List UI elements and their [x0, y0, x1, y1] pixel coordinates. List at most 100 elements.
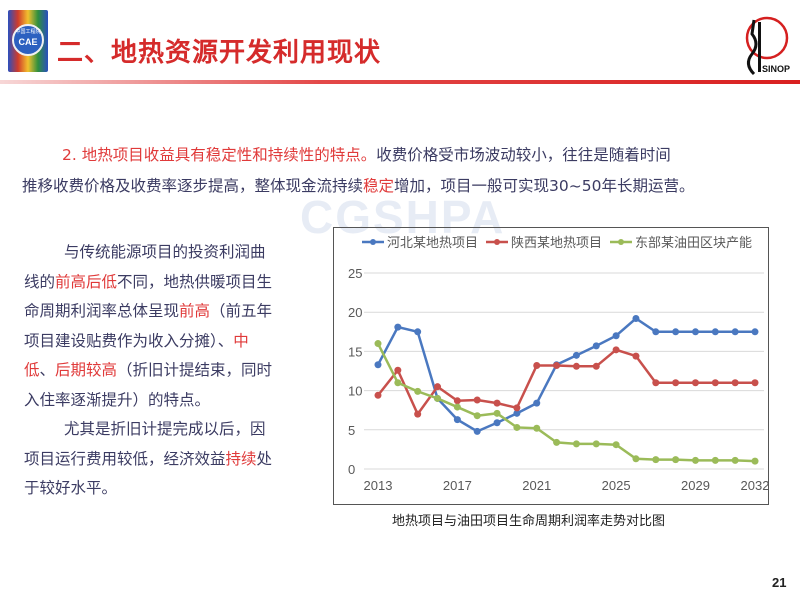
- legend-label: 东部某油田区块产能: [635, 235, 752, 250]
- data-point: [553, 438, 561, 446]
- data-point: [453, 403, 461, 411]
- data-point: [652, 328, 660, 336]
- y-tick-label: 10: [348, 384, 362, 399]
- data-point: [414, 328, 422, 336]
- legend-marker: [494, 239, 500, 245]
- x-tick-label: 2021: [522, 478, 551, 493]
- data-point: [414, 387, 422, 395]
- data-point: [533, 424, 541, 432]
- data-point: [513, 409, 521, 417]
- legend-marker: [618, 239, 624, 245]
- data-point: [394, 366, 402, 374]
- data-point: [592, 362, 600, 370]
- x-tick-label: 2025: [602, 478, 631, 493]
- data-point: [513, 423, 521, 431]
- page-title: 二、地热资源开发利用现状: [57, 38, 382, 68]
- data-point: [672, 456, 680, 464]
- data-point: [473, 427, 481, 435]
- data-point: [632, 455, 640, 463]
- data-point: [672, 379, 680, 387]
- data-point: [612, 441, 620, 449]
- data-point: [592, 440, 600, 448]
- data-point: [652, 379, 660, 387]
- data-point: [453, 416, 461, 424]
- sinopec-logo: SINOPEC: [745, 16, 790, 76]
- data-point: [632, 314, 640, 322]
- intro-text: 推移收费价格及收费率逐步提高，整体现金流持续: [22, 177, 364, 195]
- legend-label: 河北某地热项目: [387, 235, 478, 250]
- cae-logo-cn: 中国工程院: [15, 29, 41, 35]
- data-point: [473, 412, 481, 420]
- data-point: [592, 342, 600, 350]
- data-point: [572, 351, 580, 359]
- x-tick-label: 2013: [364, 478, 393, 493]
- legend-marker: [370, 239, 376, 245]
- text-line: 项目建设贴费作为收入分摊）、中: [24, 331, 249, 350]
- y-tick-label: 25: [348, 266, 362, 281]
- x-tick-label: 2029: [681, 478, 710, 493]
- data-point: [751, 328, 759, 336]
- series-line: [376, 316, 755, 433]
- text-line: 项目运行费用较低，经济效益持续处: [24, 449, 273, 468]
- sinopec-logo-text: SINOPEC: [762, 64, 790, 74]
- data-point: [374, 340, 382, 348]
- chart-caption: 地热项目与油田项目生命周期利润率走势对比图: [392, 514, 666, 529]
- data-point: [612, 346, 620, 354]
- intro-highlight: 稳定: [363, 177, 395, 195]
- data-point: [533, 362, 541, 370]
- data-point: [394, 323, 402, 331]
- text-line: 尤其是折旧计提完成以后，因: [64, 420, 266, 438]
- data-point: [513, 404, 521, 412]
- data-point: [533, 399, 541, 407]
- data-point: [473, 396, 481, 404]
- cae-logo-text: CAE: [18, 37, 38, 47]
- x-tick-label: 2032: [741, 478, 768, 493]
- text-line: 线的前高后低不同，地热供暖项目生: [24, 272, 273, 291]
- cae-logo-ring: [12, 24, 44, 56]
- data-point: [453, 397, 461, 405]
- data-point: [711, 379, 719, 387]
- profit-rate-chart: 0 5 10 15 20 25 2013 2017 2021 2025 2029 2032 河北某地热项…: [333, 227, 769, 505]
- data-point: [691, 328, 699, 336]
- data-point: [691, 456, 699, 464]
- data-point: [493, 399, 501, 407]
- intro-highlight: 2. 地热项目收益具有稳定性和持续性的特点。: [62, 146, 377, 164]
- text-line: 入住率逐渐提升）的特点。: [24, 390, 211, 409]
- data-point: [414, 410, 422, 418]
- data-point: [731, 379, 739, 387]
- data-point: [751, 457, 759, 465]
- data-point: [751, 379, 759, 387]
- intro-text: 增加，项目一般可实现30~50年长期运营。: [394, 177, 695, 195]
- y-tick-label: 20: [348, 305, 362, 320]
- data-point: [672, 328, 680, 336]
- data-point: [711, 456, 719, 464]
- data-point: [612, 332, 620, 340]
- data-point: [731, 456, 739, 464]
- data-point: [434, 394, 442, 402]
- intro-line-2: 推移收费价格及收费率逐步提高，整体现金流持续稳定增加，项目一般可实现30~50年…: [22, 174, 694, 196]
- data-point: [572, 440, 580, 448]
- data-point: [374, 391, 382, 399]
- intro-line-1: 2. 地热项目收益具有稳定性和持续性的特点。收费价格受市场波动较小，往往是随着时…: [62, 138, 782, 172]
- data-point: [493, 409, 501, 417]
- data-point: [434, 383, 442, 391]
- data-point: [572, 362, 580, 370]
- text-line: 于较好水平。: [24, 479, 118, 497]
- text-line: 命周期利润率总体呈现前高（前五年: [24, 302, 273, 320]
- text-line: 与传统能源项目的投资利润曲: [64, 243, 266, 261]
- y-tick-label: 15: [348, 344, 362, 359]
- data-point: [652, 456, 660, 464]
- data-point: [691, 379, 699, 387]
- data-point: [711, 328, 719, 336]
- comparison-text: 与传统能源项目的投资利润曲 线的前高后低不同，地热供暖项目生 命周期利润率总体呈…: [24, 238, 314, 504]
- text-line: 低、后期较高（折旧计提结束，同时: [24, 361, 273, 379]
- page-number: 21: [772, 575, 787, 590]
- x-tick-label: 2017: [443, 478, 472, 493]
- data-point: [374, 361, 382, 369]
- data-point: [632, 352, 640, 360]
- data-point: [553, 362, 561, 370]
- cae-logo: 中国工程院 CAE: [8, 10, 48, 72]
- header-divider: [0, 80, 800, 84]
- y-tick-label: 5: [348, 423, 355, 438]
